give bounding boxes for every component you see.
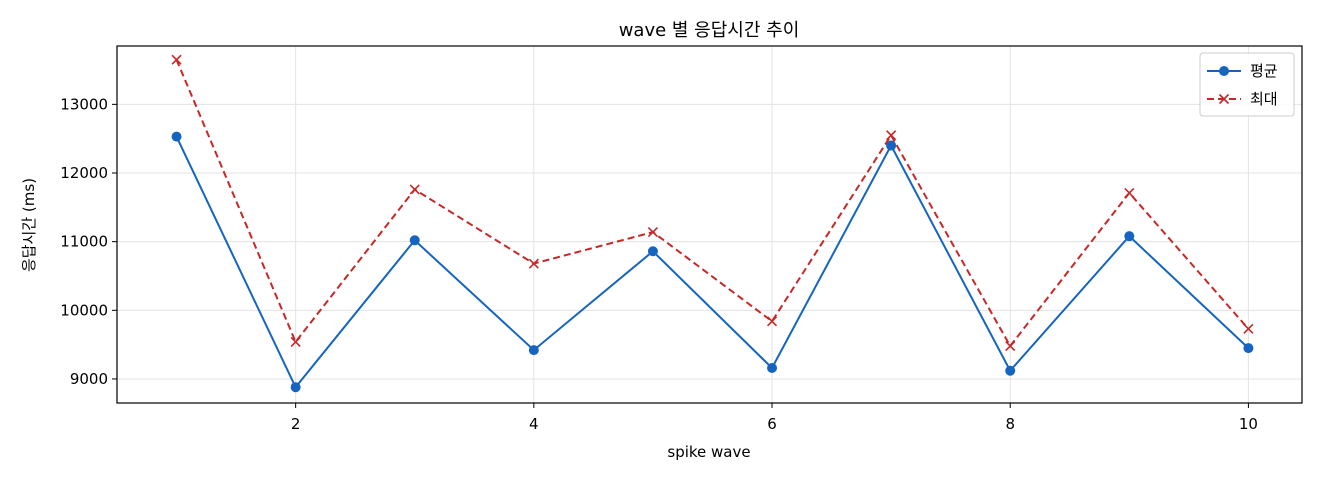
data-point [528,345,539,356]
y-tick-label: 13000 [60,95,108,113]
data-point [1243,343,1254,354]
legend-marker [1218,93,1230,105]
y-tick-label: 12000 [60,164,108,182]
data-point [171,54,182,65]
x-tick-label: 2 [291,415,301,433]
x-tick-label: 4 [529,415,539,433]
data-point [290,382,301,393]
y-tick-label: 10000 [60,301,108,319]
y-tick-label: 11000 [60,233,108,251]
x-tick-label: 10 [1239,415,1258,433]
data-point [290,336,301,347]
legend-label: 최대 [1250,90,1278,108]
data-point [647,246,658,257]
y-tick-label: 9000 [70,370,108,388]
series-2 [171,54,1254,352]
plot-area-frame [116,45,1303,404]
series-line [175,59,1250,348]
y-axis: 9000 10000 11000 12000 13000 [60,95,117,388]
x-tick-label: 8 [1005,415,1015,433]
data-point [1124,231,1135,242]
series-1 [171,131,1254,393]
data-point [1005,365,1016,376]
series-layer [171,54,1254,393]
x-axis: 2 4 6 8 10 [291,403,1258,433]
data-point [1005,340,1016,352]
data-point [767,362,778,373]
legend-item: 최대 [1207,90,1278,108]
grid-lines [117,46,1302,403]
x-axis-label: spike wave [667,443,750,461]
data-point [171,131,182,142]
legend-label: 평균 [1250,62,1278,80]
series-line [175,136,1250,390]
data-point [886,140,897,151]
x-tick-label: 6 [767,415,777,433]
data-point [528,258,539,269]
legend-marker [1219,66,1229,76]
chart-title: wave 별 응답시간 추이 [619,20,800,41]
data-point [647,226,658,238]
legend-box [1199,52,1295,117]
data-point [1124,187,1135,198]
data-point [766,316,778,327]
data-point [1243,323,1254,334]
legend-item: 평균 [1207,62,1278,80]
data-point [409,184,420,195]
data-point [409,235,420,246]
y-axis-label: 응답시간 (ms) [20,178,38,272]
data-point [886,130,897,141]
